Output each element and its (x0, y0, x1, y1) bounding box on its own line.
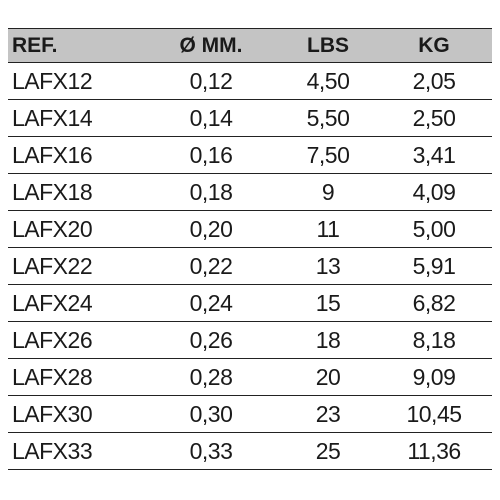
table-cell: 10,45 (376, 395, 492, 433)
table-cell: 3,41 (376, 136, 492, 174)
table-cell: LAFX20 (8, 210, 142, 248)
table-cell: 5,91 (376, 247, 492, 285)
table-row: LAFX33 0,33 25 11,36 (8, 432, 492, 470)
table-cell: 15 (280, 284, 376, 322)
table-row: LAFX12 0,12 4,50 2,05 (8, 62, 492, 100)
table-cell: 11 (280, 210, 376, 248)
header-cell: REF. (8, 28, 142, 63)
header-cell: LBS (280, 28, 376, 63)
table-row: LAFX28 0,28 20 9,09 (8, 358, 492, 396)
table-cell: 25 (280, 432, 376, 470)
table-cell: 5,00 (376, 210, 492, 248)
table-cell: 2,05 (376, 62, 492, 100)
table-body: LAFX12 0,12 4,50 2,05 LAFX14 0,14 5,50 2,50 LAFX… (8, 62, 492, 470)
table-row: LAFX30 0,30 23 10,45 (8, 395, 492, 433)
table-cell: 0,28 (142, 358, 280, 396)
spec-table: REF. Ø MM. LBS KG LAFX12 0,12 4,50 2,05 LAFX14 0… (8, 28, 492, 470)
table-cell: 9 (280, 173, 376, 211)
table-cell: 23 (280, 395, 376, 433)
table-cell: 8,18 (376, 321, 492, 359)
header-row: REF. Ø MM. LBS KG (8, 28, 492, 63)
table-cell: 0,30 (142, 395, 280, 433)
table-cell: LAFX22 (8, 247, 142, 285)
table-cell: 4,50 (280, 62, 376, 100)
table-cell: 11,36 (376, 432, 492, 470)
table-cell: LAFX16 (8, 136, 142, 174)
table-cell: 20 (280, 358, 376, 396)
table-cell: 0,24 (142, 284, 280, 322)
table-row: LAFX14 0,14 5,50 2,50 (8, 99, 492, 137)
table-cell: LAFX33 (8, 432, 142, 470)
table-cell: LAFX30 (8, 395, 142, 433)
table-cell: 5,50 (280, 99, 376, 137)
table-row: LAFX16 0,16 7,50 3,41 (8, 136, 492, 174)
table-row: LAFX26 0,26 18 8,18 (8, 321, 492, 359)
header-cell: KG (376, 28, 492, 63)
table-row: LAFX24 0,24 15 6,82 (8, 284, 492, 322)
table-cell: 6,82 (376, 284, 492, 322)
table-cell: 0,33 (142, 432, 280, 470)
table-cell: LAFX12 (8, 62, 142, 100)
table-cell: 13 (280, 247, 376, 285)
table-cell: 0,12 (142, 62, 280, 100)
table-cell: 0,26 (142, 321, 280, 359)
table-cell: 0,14 (142, 99, 280, 137)
table-cell: 4,09 (376, 173, 492, 211)
table-row: LAFX20 0,20 11 5,00 (8, 210, 492, 248)
table-cell: 2,50 (376, 99, 492, 137)
table-cell: LAFX26 (8, 321, 142, 359)
table-cell: 0,22 (142, 247, 280, 285)
table-cell: LAFX24 (8, 284, 142, 322)
table-cell: LAFX14 (8, 99, 142, 137)
table-row: LAFX18 0,18 9 4,09 (8, 173, 492, 211)
table-cell: 0,18 (142, 173, 280, 211)
table-cell: 0,20 (142, 210, 280, 248)
table-cell: 7,50 (280, 136, 376, 174)
table-cell: LAFX28 (8, 358, 142, 396)
table-cell: 0,16 (142, 136, 280, 174)
header-cell: Ø MM. (142, 28, 280, 63)
table-cell: 9,09 (376, 358, 492, 396)
table-cell: 18 (280, 321, 376, 359)
table-row: LAFX22 0,22 13 5,91 (8, 247, 492, 285)
table-cell: LAFX18 (8, 173, 142, 211)
